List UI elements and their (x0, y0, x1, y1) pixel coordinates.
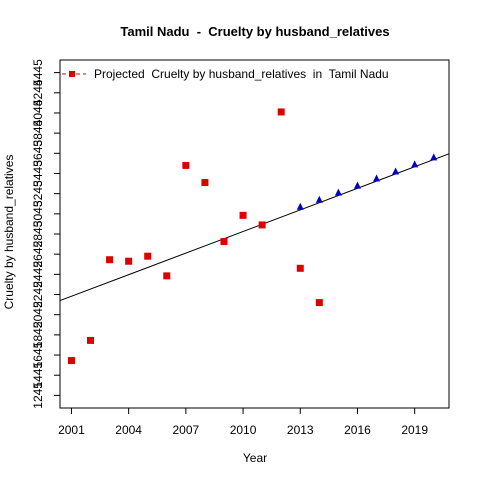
x-axis: 2001 2004 2007 2010 2013 2016 2019 (58, 408, 428, 437)
y-tick-label-0: 1245 (31, 382, 45, 409)
y-tick-label-8: 2845 (31, 220, 45, 247)
y-tick-label-6: 2445 (31, 261, 45, 288)
y-tick-label-2: 1645 (31, 341, 45, 368)
trend-line-group (59, 153, 450, 302)
actual-point-2010 (239, 211, 247, 219)
y-axis: 1245144516451845204522452445264528453045… (31, 59, 60, 409)
y-tick-label-15: 4245 (31, 79, 45, 106)
actual-point-2012 (277, 108, 285, 116)
trend-line (59, 153, 450, 302)
actual-point-2001 (67, 357, 75, 365)
legend-label: Projected Cruelty by husband_relatives i… (94, 67, 389, 81)
y-tick-label-3: 1845 (31, 321, 45, 348)
actual-point-2004 (125, 257, 133, 265)
y-tick-label-9: 3045 (31, 200, 45, 227)
projected-point-2018 (392, 167, 400, 175)
x-axis-label: Year (243, 451, 267, 465)
x-tick-label-6: 2019 (401, 423, 428, 437)
projected-point-2019 (411, 160, 419, 168)
y-tick-label-10: 3245 (31, 180, 45, 207)
y-tick-label-13: 3845 (31, 119, 45, 146)
data-points (67, 108, 438, 365)
x-tick-label-3: 2010 (230, 423, 257, 437)
projected-point-2015 (334, 188, 342, 196)
y-tick-label-7: 2645 (31, 241, 45, 268)
x-tick-label-1: 2004 (115, 423, 142, 437)
projected-point-2020 (430, 153, 438, 161)
projected-point-2014 (315, 195, 323, 203)
legend: Projected Cruelty by husband_relatives i… (62, 67, 389, 81)
actual-point-2011 (258, 221, 266, 229)
y-tick-label-14: 4045 (31, 99, 45, 126)
actual-point-2013 (296, 264, 304, 272)
actual-point-2005 (144, 252, 152, 260)
y-tick-label-5: 2245 (31, 281, 45, 308)
actual-point-2007 (182, 161, 190, 169)
y-axis-label: Cruelty by husband_relatives (2, 155, 16, 310)
legend-square-marker (69, 71, 75, 77)
x-tick-label-5: 2016 (344, 423, 371, 437)
actual-point-2006 (163, 272, 171, 280)
y-tick-label-16: 4445 (31, 59, 45, 86)
x-tick-label-0: 2001 (58, 423, 85, 437)
y-tick-label-1: 1445 (31, 362, 45, 389)
y-tick-label-12: 3645 (31, 140, 45, 167)
actual-point-2008 (201, 179, 209, 187)
x-tick-label-4: 2013 (287, 423, 314, 437)
y-tick-label-11: 3445 (31, 160, 45, 187)
projected-point-2013 (296, 202, 304, 210)
projected-point-2017 (373, 174, 381, 182)
x-tick-label-2: 2007 (173, 423, 200, 437)
actual-point-2002 (87, 336, 95, 344)
projected-point-2016 (353, 181, 361, 189)
actual-point-2003 (106, 256, 114, 264)
y-tick-label-4: 2045 (31, 301, 45, 328)
actual-point-2009 (220, 238, 228, 246)
chart-title: Tamil Nadu - Cruelty by husband_relative… (120, 24, 389, 39)
actual-point-2014 (315, 299, 323, 307)
